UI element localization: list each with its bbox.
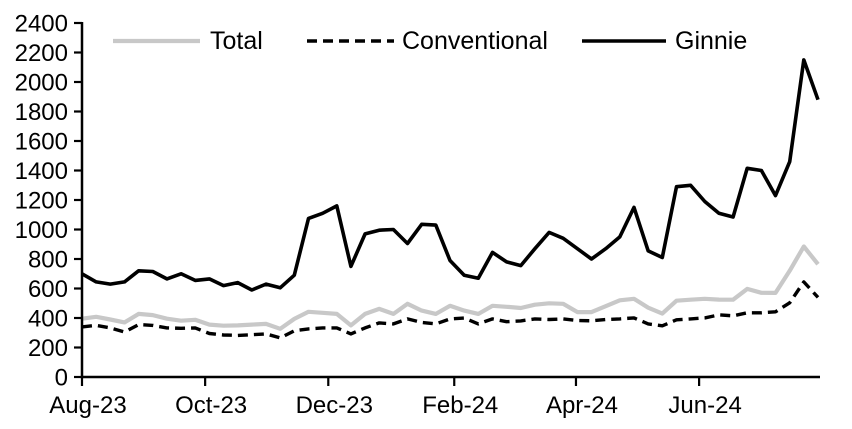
- series-line-conventional: [81, 280, 820, 340]
- legend-item-conventional: Conventional: [307, 27, 548, 55]
- series-line-total: [81, 244, 820, 331]
- y-tick-label: 1400: [15, 158, 68, 185]
- x-axis: Aug-23 Oct-23 Dec-23 Feb-24 Apr-24 Jun-24: [49, 375, 820, 419]
- x-tick-label: Aug-23: [49, 392, 126, 419]
- x-tick-label: Feb-24: [422, 392, 498, 419]
- y-tick-label: 1000: [15, 217, 68, 244]
- legend: Total Conventional Ginnie: [113, 27, 747, 55]
- legend-label-total: Total: [210, 27, 263, 55]
- plot-series: [81, 58, 820, 340]
- y-tick-label: 0: [55, 365, 68, 392]
- x-tick-label: Apr-24: [546, 392, 618, 419]
- legend-item-ginnie: Ginnie: [582, 27, 747, 55]
- legend-item-total: Total: [113, 27, 263, 55]
- y-tick-label: 1600: [15, 129, 68, 156]
- y-tick-label: 800: [28, 247, 68, 274]
- x-tick-label: Oct-23: [175, 392, 247, 419]
- y-tick-label: 1800: [15, 99, 68, 126]
- y-tick-label: 600: [28, 276, 68, 303]
- legend-label-ginnie: Ginnie: [675, 27, 747, 55]
- y-tick-label: 2000: [15, 70, 68, 97]
- x-tick-label: Dec-23: [296, 392, 373, 419]
- x-tick-label: Jun-24: [668, 392, 741, 419]
- legend-label-conventional: Conventional: [402, 27, 548, 55]
- y-tick-label: 200: [28, 335, 68, 362]
- y-tick-label: 1200: [15, 188, 68, 215]
- y-tick-label: 400: [28, 306, 68, 333]
- y-tick-label: 2200: [15, 40, 68, 67]
- y-tick-label: 2400: [15, 11, 68, 38]
- series-line-ginnie: [81, 58, 820, 292]
